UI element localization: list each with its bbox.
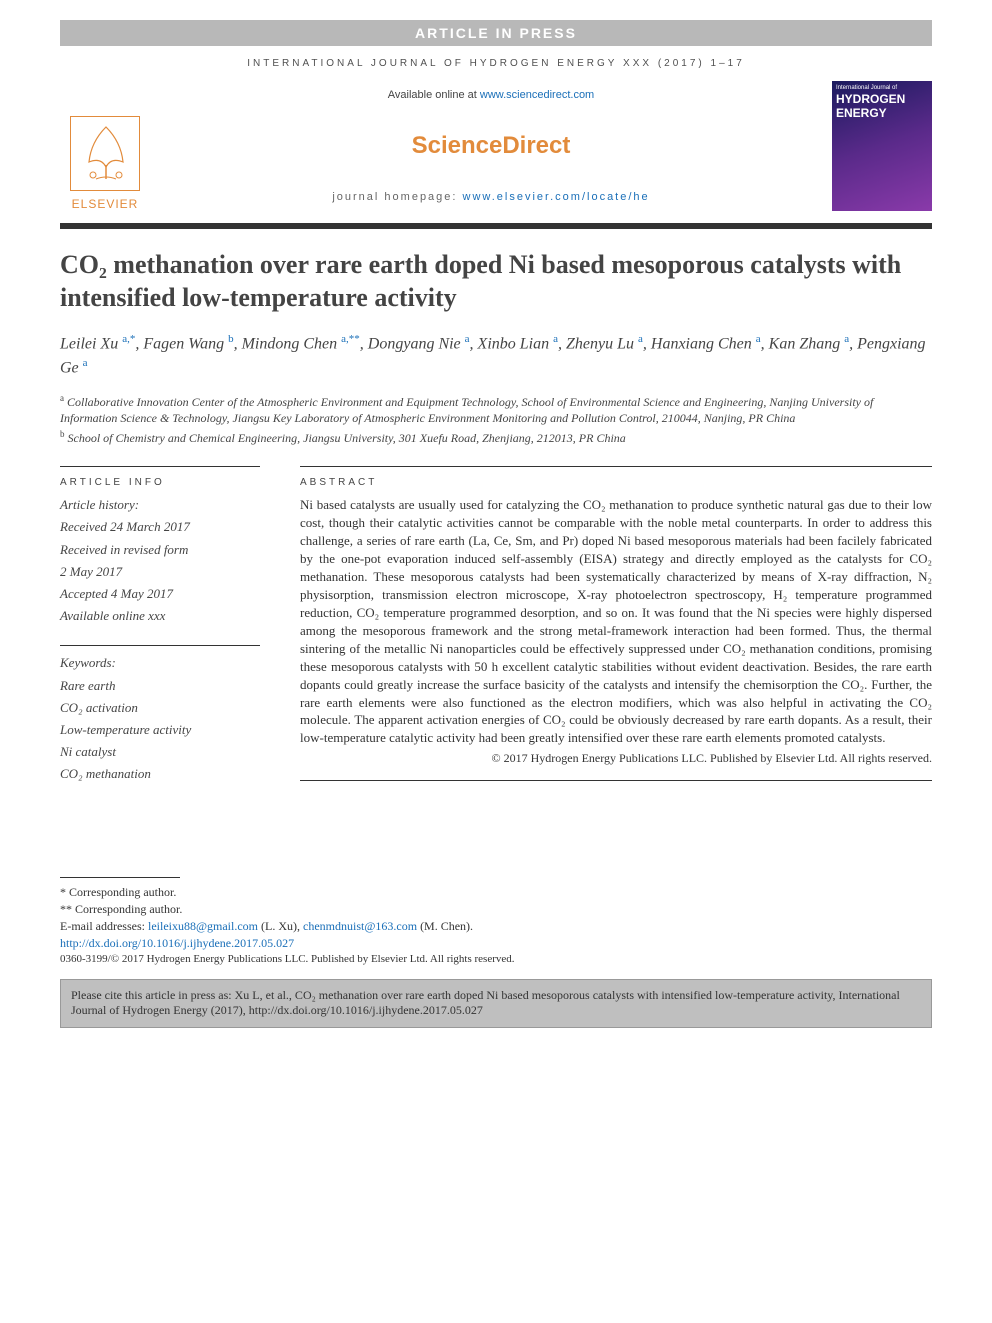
affiliations: a Collaborative Innovation Center of the…: [60, 393, 932, 446]
email-name-1: (L. Xu),: [258, 919, 303, 933]
email-line: E-mail addresses: leileixu88@gmail.com (…: [60, 918, 932, 935]
article-history: Article history: Received 24 March 2017 …: [60, 496, 260, 625]
affiliation-a: a Collaborative Innovation Center of the…: [60, 393, 932, 426]
affiliation-b: b School of Chemistry and Chemical Engin…: [60, 429, 932, 447]
available-online-line: Available online at www.sciencedirect.co…: [388, 89, 594, 101]
abstract-column: ABSTRACT Ni based catalysts are usually …: [300, 466, 932, 787]
keywords-label: Keywords:: [60, 654, 260, 672]
email-link-2[interactable]: chenmdnuist@163.com: [303, 919, 417, 933]
elsevier-tree-icon: [70, 116, 140, 191]
journal-cover-thumbnail: International Journal of HYDROGEN ENERGY: [832, 81, 932, 211]
online-date: Available online xxx: [60, 607, 260, 625]
journal-homepage-link[interactable]: www.elsevier.com/locate/he: [463, 191, 650, 203]
homepage-prefix: journal homepage:: [332, 191, 462, 203]
article-in-press-banner: ARTICLE IN PRESS: [60, 20, 932, 46]
cover-title-2: ENERGY: [836, 107, 928, 119]
elsevier-logo: ELSEVIER: [60, 81, 150, 211]
article-info-header: ARTICLE INFO: [60, 466, 260, 496]
keyword: Ni catalyst: [60, 743, 260, 761]
abstract-header: ABSTRACT: [300, 466, 932, 496]
sciencedirect-logo: ScienceDirect: [412, 132, 571, 160]
article-title: CO₂ methanation over rare earth doped Ni…: [60, 249, 932, 314]
accepted-date: Accepted 4 May 2017: [60, 585, 260, 603]
keyword: CO₂ methanation: [60, 765, 260, 783]
journal-masthead: ELSEVIER Available online at www.science…: [60, 81, 932, 229]
article-info-column: ARTICLE INFO Article history: Received 2…: [60, 466, 260, 787]
footer-block: * Corresponding author. ** Corresponding…: [60, 877, 932, 1028]
keyword: Low-temperature activity: [60, 721, 260, 739]
abstract-body: Ni based catalysts are usually used for …: [300, 496, 932, 747]
cover-top-text: International Journal of: [836, 85, 928, 91]
masthead-center: Available online at www.sciencedirect.co…: [165, 81, 817, 211]
history-label: Article history:: [60, 496, 260, 514]
revised-date: 2 May 2017: [60, 563, 260, 581]
info-abstract-row: ARTICLE INFO Article history: Received 2…: [60, 466, 932, 787]
journal-homepage-line: journal homepage: www.elsevier.com/locat…: [332, 191, 649, 203]
issn-copyright-line: 0360-3199/© 2017 Hydrogen Energy Publica…: [60, 953, 932, 965]
email-name-2: (M. Chen).: [417, 919, 473, 933]
cover-title-1: HYDROGEN: [836, 93, 928, 105]
email-label: E-mail addresses:: [60, 919, 148, 933]
doi-line: http://dx.doi.org/10.1016/j.ijhydene.201…: [60, 935, 932, 951]
keyword: Rare earth: [60, 677, 260, 695]
corresponding-author-1: * Corresponding author.: [60, 884, 932, 901]
elsevier-wordmark: ELSEVIER: [72, 197, 139, 211]
revised-label: Received in revised form: [60, 541, 260, 559]
doi-link[interactable]: http://dx.doi.org/10.1016/j.ijhydene.201…: [60, 936, 294, 950]
author-list: Leilei Xu a,*, Fagen Wang b, Mindong Che…: [60, 332, 932, 379]
page: ARTICLE IN PRESS INTERNATIONAL JOURNAL O…: [0, 0, 992, 1048]
footnote-rule: [60, 877, 180, 878]
sciencedirect-link[interactable]: www.sciencedirect.com: [480, 89, 594, 101]
abstract-copyright: © 2017 Hydrogen Energy Publications LLC.…: [300, 751, 932, 766]
available-prefix: Available online at: [388, 89, 480, 101]
citation-box: Please cite this article in press as: Xu…: [60, 979, 932, 1028]
abstract-rule: [300, 780, 932, 781]
keyword: CO₂ activation: [60, 699, 260, 717]
journal-citation-header: INTERNATIONAL JOURNAL OF HYDROGEN ENERGY…: [60, 46, 932, 81]
corresponding-author-2: ** Corresponding author.: [60, 901, 932, 918]
keywords-block: Keywords: Rare earth CO₂ activation Low-…: [60, 645, 260, 783]
email-link-1[interactable]: leileixu88@gmail.com: [148, 919, 258, 933]
received-date: Received 24 March 2017: [60, 518, 260, 536]
